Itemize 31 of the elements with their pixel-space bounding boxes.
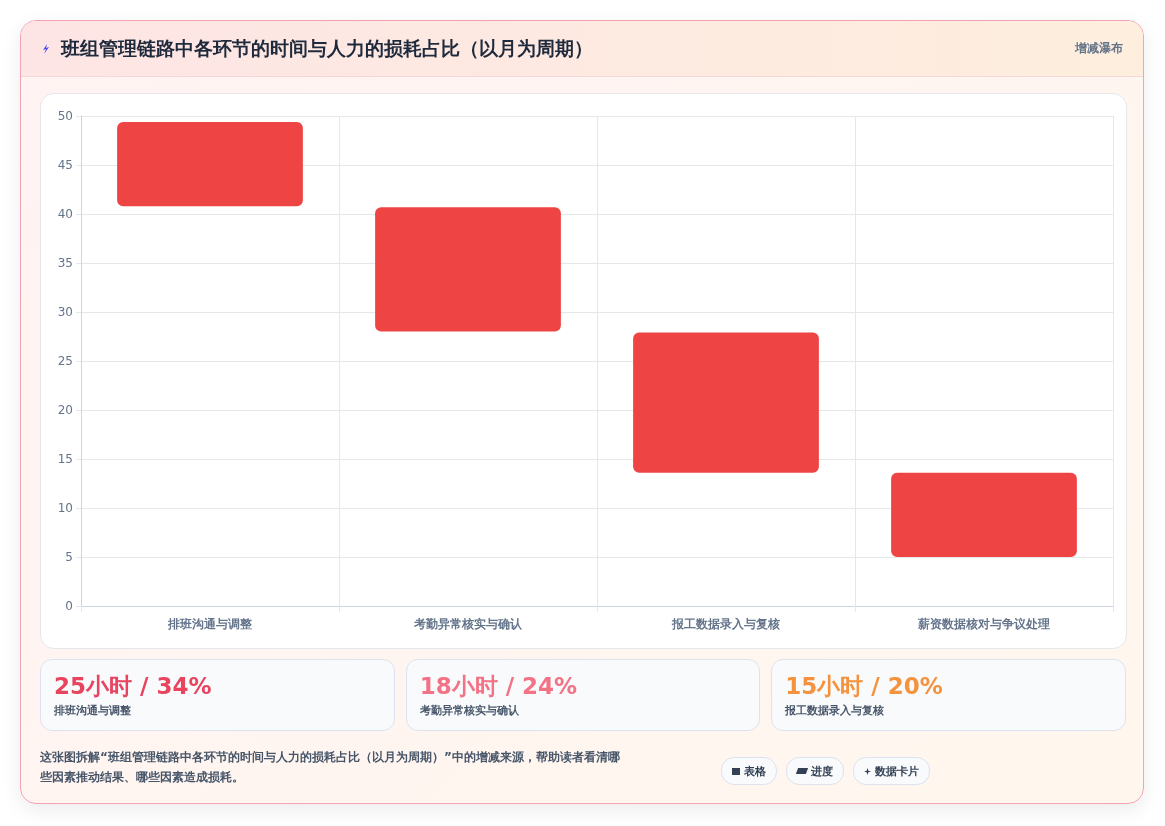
y-tick-label: 20 <box>57 403 73 417</box>
bar <box>117 121 303 207</box>
text: 25小时 / 34% <box>54 672 213 700</box>
text: 考勤异常核实与确认 <box>419 703 520 718</box>
text: 这张图拆解“班组管理链路中各环节的时间与人力的损耗占比（以月为周期）”中的增减来源，帮助读者看清哪些因素推动结果、哪些因素造成损耗。 <box>40 749 621 786</box>
y-tick-label: 45 <box>57 158 73 172</box>
text: 报工数据录入与复核 <box>785 703 886 718</box>
x-tick-label: 薪资数据核对与争议处理 <box>917 617 1050 631</box>
bar <box>375 207 561 332</box>
y-tick-label: 35 <box>57 256 73 270</box>
text: 18小时 / 24% <box>419 672 579 700</box>
text: 15小时 / 20% <box>785 672 944 700</box>
y-tick-label: 50 <box>57 109 73 123</box>
y-tick-label: 25 <box>57 354 73 368</box>
x-tick-label: 考勤异常核实与确认 <box>413 617 523 631</box>
x-tick-label: 排班沟通与调整 <box>167 617 253 631</box>
text: 表格 <box>744 763 766 779</box>
text: 数据卡片 <box>875 763 919 779</box>
y-tick-label: 0 <box>65 599 73 613</box>
y-tick-label: 15 <box>57 452 73 466</box>
y-tick-label: 40 <box>57 207 73 221</box>
x-tick-label: 报工数据录入与复核 <box>671 617 780 631</box>
y-tick-label: 5 <box>65 550 73 564</box>
text: 排班沟通与调整 <box>54 703 132 718</box>
bar <box>891 472 1077 557</box>
text: 增减瀑布 <box>1075 40 1123 57</box>
text: 进度 <box>811 763 833 779</box>
bar <box>633 332 819 473</box>
chart-title: 班组管理链路中各环节的时间与人力的损耗占比（以月为周期） <box>61 35 593 61</box>
y-tick-label: 30 <box>57 305 73 319</box>
y-tick-label: 10 <box>57 501 73 515</box>
